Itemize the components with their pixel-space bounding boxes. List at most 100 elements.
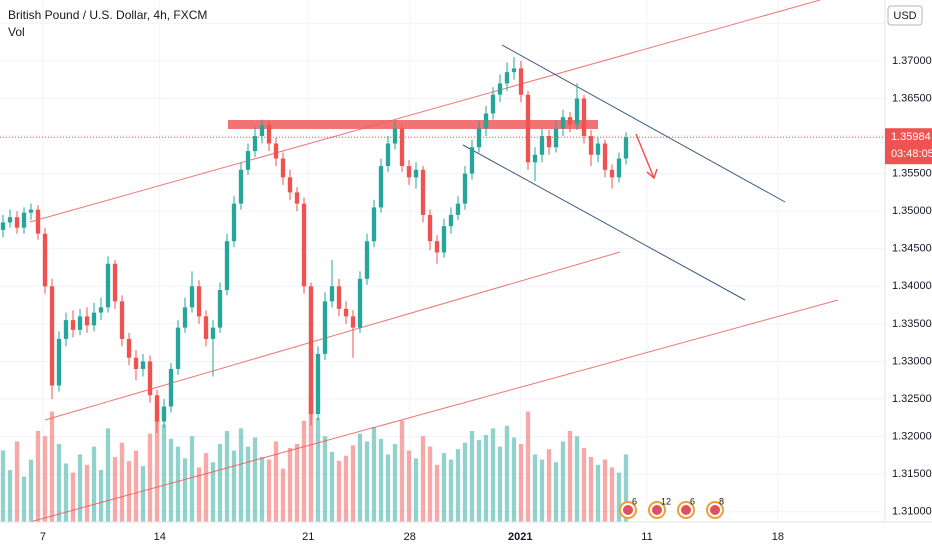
volume-bar: [77, 454, 83, 522]
candle-body: [518, 68, 524, 95]
y-tick-label: 1.34500: [892, 243, 932, 255]
candle-body: [364, 241, 370, 279]
volume-bar: [609, 467, 615, 522]
volume-bar: [98, 470, 104, 522]
volume-bar: [14, 441, 20, 522]
candle-body: [385, 143, 391, 167]
volume-bar: [245, 446, 251, 522]
event-flag: [710, 505, 720, 515]
candle-body: [245, 151, 251, 170]
candle-body: [42, 233, 48, 287]
candle-body: [609, 169, 615, 178]
candle-body: [343, 308, 349, 317]
candle-body: [399, 128, 405, 167]
last-price-box: [885, 128, 932, 165]
candle-body: [273, 143, 279, 159]
candle-body: [210, 327, 216, 339]
volume-bar: [154, 405, 160, 522]
candle-body: [49, 286, 55, 386]
x-tick-label: 14: [154, 531, 166, 543]
x-tick-label: 21: [302, 531, 314, 543]
volume-bar: [497, 446, 503, 522]
currency-box[interactable]: [887, 5, 923, 26]
volume-bar: [126, 460, 132, 522]
candle-body: [35, 209, 41, 234]
volume-bar: [63, 463, 69, 522]
candle-body: [168, 368, 174, 407]
trend-line: [44, 251, 621, 421]
candle-body: [105, 263, 111, 308]
resistance-zone: [228, 120, 598, 129]
volume-bar: [70, 472, 76, 522]
event-count: 12: [661, 496, 671, 506]
candle-body: [553, 128, 559, 148]
candle-body: [91, 312, 97, 326]
candle-body: [252, 136, 258, 152]
y-tick-label: 1.31500: [892, 468, 932, 480]
x-tick-label: 11: [641, 531, 652, 543]
arrow: [635, 133, 655, 179]
currency[interactable]: USD: [893, 10, 916, 22]
candle-body: [231, 203, 237, 242]
candle-body: [567, 117, 573, 125]
candle-body: [126, 338, 132, 358]
volume-bar: [315, 418, 321, 522]
event-count: 8: [719, 496, 724, 506]
volume-bar: [259, 457, 265, 522]
volume-bar: [476, 440, 482, 522]
candle-body: [28, 209, 34, 213]
volume-bar: [350, 445, 356, 522]
volume-bar: [588, 457, 594, 522]
candle-body: [371, 207, 377, 242]
volume-bar: [539, 459, 545, 522]
volume-bar: [546, 449, 552, 522]
event-count: 6: [690, 496, 695, 506]
countdown: 03:48:05: [891, 148, 932, 160]
volume-bar: [189, 436, 195, 522]
volume-bar: [301, 420, 307, 522]
volume-bar: [147, 433, 153, 522]
candle-body: [133, 357, 139, 369]
trend-line: [29, 299, 839, 523]
volume-bar: [462, 442, 468, 522]
volume-bar: [623, 454, 629, 522]
candle-body: [56, 338, 62, 386]
candle-body: [602, 143, 608, 170]
volume-bar: [518, 444, 524, 522]
candle-body: [175, 327, 181, 369]
y-tick-label: 1.35500: [892, 167, 932, 179]
candle-body: [70, 320, 76, 330]
volume-bar: [217, 444, 223, 522]
volume-title: Vol: [8, 25, 25, 39]
volume-bar: [483, 434, 489, 522]
volume-bar: [434, 464, 440, 522]
candle-body: [0, 222, 6, 230]
candle-body: [483, 113, 489, 129]
candle-body: [469, 147, 475, 174]
candle-body: [287, 177, 293, 193]
y-tick-label: 1.36500: [892, 92, 932, 104]
volume-bar: [504, 425, 510, 522]
volume-bar: [231, 450, 237, 522]
candle-body: [560, 117, 566, 129]
candle-body: [546, 136, 552, 148]
volume-bar: [280, 468, 286, 522]
candle-body: [623, 137, 629, 159]
volume-bar: [490, 428, 496, 522]
candle-body: [266, 124, 272, 144]
volume-bar: [28, 459, 34, 522]
volume-bar: [112, 457, 118, 522]
y-tick-label: 1.33000: [892, 355, 932, 367]
candle-body: [77, 316, 83, 330]
event-count: 6: [632, 496, 637, 506]
candle-body: [21, 212, 27, 228]
volume-bar: [0, 450, 6, 522]
y-tick-label: 1.32000: [892, 430, 932, 442]
candle-body: [217, 290, 223, 328]
candle-body: [378, 166, 384, 208]
candle-body: [595, 143, 601, 155]
y-tick-label: 1.31000: [892, 506, 932, 518]
candle-body: [336, 286, 342, 309]
volume-bar: [322, 436, 328, 522]
